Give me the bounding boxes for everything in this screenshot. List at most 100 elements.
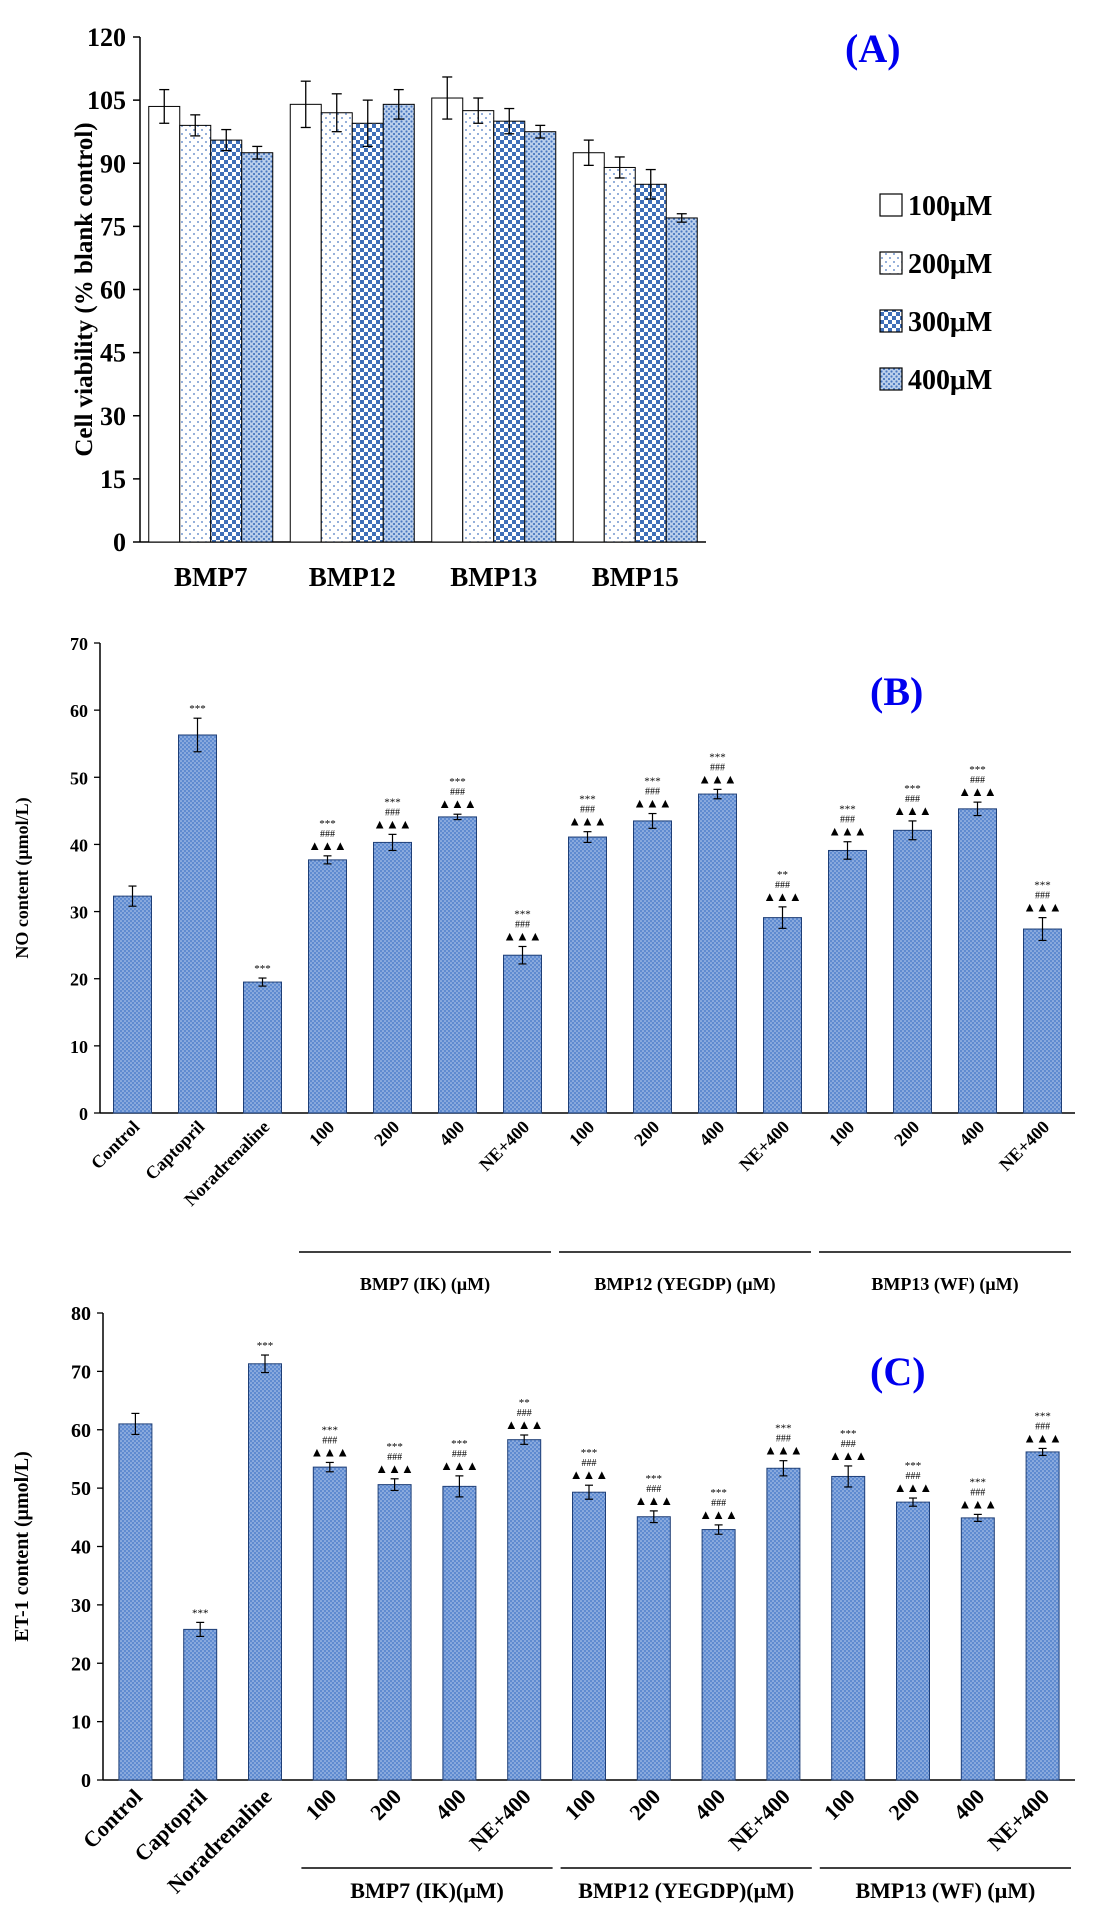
x-tick-label: 400 [955,1117,988,1150]
bar [636,1516,671,1781]
y-tick-label: 30 [70,903,88,923]
bar [373,841,412,1114]
hash-mark: ### [450,787,465,798]
legend-swatch [879,367,903,391]
bar [113,895,152,1114]
x-tick-label: Control [87,1117,143,1173]
bar [210,139,243,543]
x-tick-label: 100 [305,1117,338,1150]
x-tick-label: BMP13 [450,562,537,592]
bar [442,1485,477,1781]
bar [665,217,698,543]
triangle-mark: ▲▲▲ [375,1461,414,1476]
star-mark: *** [189,703,206,715]
triangle-mark: ▲▲▲ [699,1507,738,1522]
y-tick-label: 60 [70,701,88,721]
triangle-mark: ▲▲▲ [310,1444,349,1459]
triangle-mark: ▲▲▲ [894,1480,933,1495]
y-tick-label: 90 [100,149,126,178]
x-tick-label: 100 [825,1117,858,1150]
y-tick-label: 50 [70,768,88,788]
star-mark: *** [386,1441,403,1453]
bar [766,1467,801,1781]
hash-mark: ### [322,1435,337,1446]
bar [634,183,667,543]
legend-swatch [879,193,903,217]
bar [568,836,607,1114]
legend-swatch [879,309,903,333]
x-tick-label: 400 [435,1117,468,1150]
triangle-mark: ▲▲▲ [568,814,607,829]
y-tick-label: 45 [100,339,126,368]
x-tick-label: Captopril [141,1117,208,1184]
triangle-mark: ▲▲▲ [373,816,412,831]
y-tick-label: 10 [70,1037,88,1057]
bar [828,849,867,1114]
star-mark: ** [519,1397,530,1409]
group-label: BMP13 (WF) (μM) [855,1878,1035,1903]
triangle-mark: ▲▲▲ [893,803,932,818]
triangle-mark: ▲▲▲ [503,928,542,943]
x-tick-label: NE+400 [475,1117,533,1175]
bar [118,1423,153,1781]
bar [960,1517,995,1781]
x-tick-label: 400 [948,1784,989,1825]
triangle-mark: ▲▲▲ [505,1417,544,1432]
bar [183,1628,218,1781]
x-tick-label: 400 [430,1784,471,1825]
hash-mark: ### [776,1434,791,1445]
y-tick-label: 70 [70,634,88,654]
bar [431,97,464,543]
hash-mark: ### [970,1487,985,1498]
bar [320,112,353,543]
bar [1023,928,1062,1114]
panel-label: (B) [870,669,923,714]
y-axis-title: Cell viability (% blank control) [71,122,98,456]
bar [308,859,347,1114]
hash-mark: ### [905,794,920,805]
panel-label: (C) [870,1349,926,1394]
y-tick-label: 40 [71,1537,91,1559]
star-mark: *** [644,776,661,788]
hash-mark: ### [710,762,725,773]
triangle-mark: ▲▲▲ [829,1448,868,1463]
x-tick-label: 200 [630,1117,663,1150]
bar [243,981,282,1114]
y-tick-label: 75 [100,212,126,241]
triangle-mark: ▲▲▲ [440,1458,479,1473]
group-label: BMP13 (WF) (μM) [871,1274,1018,1295]
x-tick-label: BMP12 [309,562,396,592]
bar [503,954,542,1114]
y-tick-label: 10 [71,1712,91,1734]
star-mark: *** [514,908,531,920]
star-mark: *** [905,1460,922,1472]
y-axis-title: ET-1 content (μmol/L) [11,1451,33,1642]
x-tick-label: NE+400 [735,1117,793,1175]
star-mark: *** [1034,880,1051,892]
legend-label: 400μM [908,365,992,396]
x-tick-label: NE+400 [983,1784,1054,1855]
bar [572,152,605,543]
x-tick-label: BMP7 [174,562,248,592]
hash-mark: ### [580,805,595,816]
triangle-mark: ▲▲▲ [570,1467,609,1482]
y-tick-label: 120 [87,23,126,52]
triangle-mark: ▲▲▲ [634,1493,673,1508]
panel-label: (A) [845,26,901,71]
y-tick-label: 70 [71,1361,91,1383]
hash-mark: ### [840,815,855,826]
hash-mark: ### [385,807,400,818]
y-tick-label: 50 [71,1478,91,1500]
star-mark: *** [970,1476,987,1488]
y-tick-label: 20 [71,1653,91,1675]
bar [248,1363,282,1781]
y-tick-label: 0 [81,1770,91,1792]
triangle-mark: ▲▲▲ [308,838,347,853]
bar [148,105,181,543]
hash-mark: ### [452,1449,467,1460]
y-tick-label: 80 [71,1303,91,1325]
x-tick-label: NE+400 [464,1784,535,1855]
triangle-mark: ▲▲▲ [1023,900,1062,915]
bar [289,103,322,543]
